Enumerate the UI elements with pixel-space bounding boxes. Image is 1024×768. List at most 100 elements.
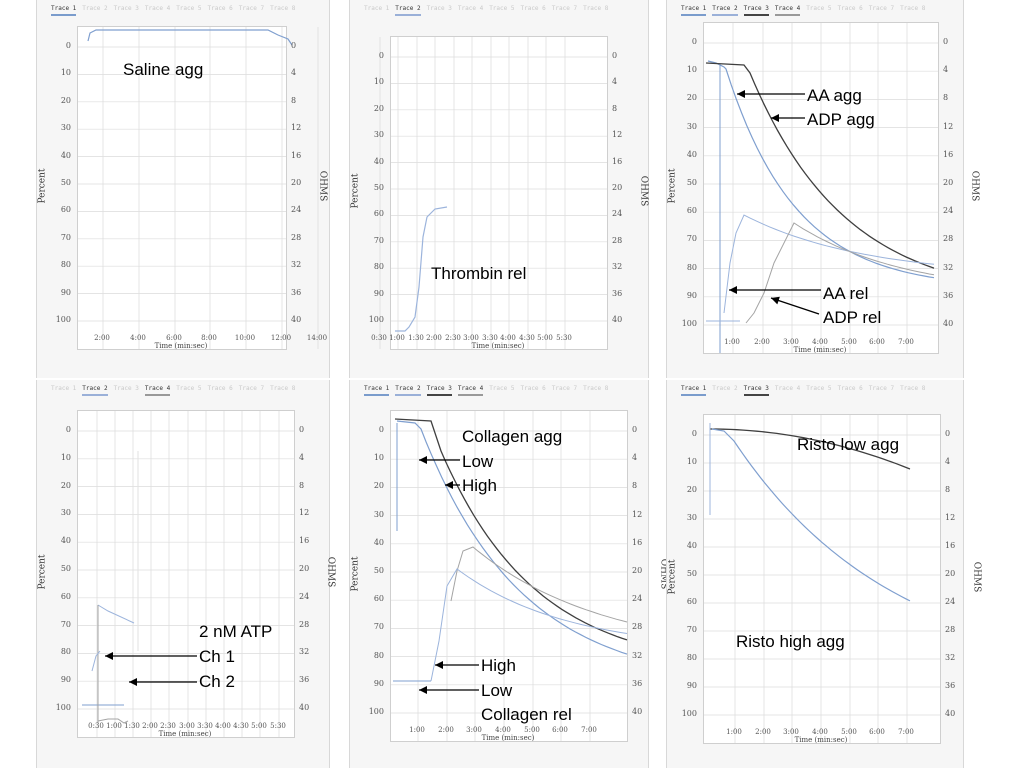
tab-trace-6[interactable]: Trace 6 xyxy=(207,385,233,392)
tab-trace-3[interactable]: Trace 3 xyxy=(113,385,139,392)
tab-trace-6[interactable]: Trace 6 xyxy=(520,385,546,392)
y-tick-label-left: 20 xyxy=(686,93,697,103)
tab-trace-8[interactable]: Trace 8 xyxy=(583,385,609,392)
tab-trace-8[interactable]: Trace 8 xyxy=(900,385,926,392)
x-tick-label: 2:30 xyxy=(160,722,176,730)
tab-trace-2[interactable]: Trace 2 xyxy=(712,385,738,392)
tab-trace-7[interactable]: Trace 7 xyxy=(868,5,895,12)
tab-trace-1[interactable]: Trace 1 xyxy=(681,385,707,396)
annotation-high: High xyxy=(462,476,497,495)
y-tick-label-left: 10 xyxy=(60,452,71,462)
y-tick-label-right: 36 xyxy=(945,681,956,690)
tab-trace-7[interactable]: Trace 7 xyxy=(551,5,578,12)
tab-trace-1[interactable]: Trace 1 xyxy=(364,5,390,12)
tab-trace-5[interactable]: Trace 5 xyxy=(806,385,832,392)
tab-trace-7[interactable]: Trace 7 xyxy=(238,385,265,392)
collagen-rel-low-trace xyxy=(430,568,628,682)
tab-trace-1[interactable]: Trace 1 xyxy=(51,5,77,16)
tab-trace-2[interactable]: Trace 2 xyxy=(395,5,421,16)
tab-trace-8[interactable]: Trace 8 xyxy=(900,5,926,12)
tab-trace-3[interactable]: Trace 3 xyxy=(113,5,139,12)
y-tick-label-left: 90 xyxy=(686,681,697,690)
tab-trace-1[interactable]: Trace 1 xyxy=(364,385,390,396)
x-tick-label: 4:00 xyxy=(812,728,828,736)
tab-trace-2[interactable]: Trace 2 xyxy=(82,5,108,12)
y-tick-label-right: 16 xyxy=(632,537,643,547)
annotation-aa-rel: AA rel xyxy=(823,284,869,303)
x-tick-label: 6:00 xyxy=(869,338,885,346)
tab-trace-3[interactable]: Trace 3 xyxy=(743,5,769,16)
y-tick-label-left: 10 xyxy=(686,65,697,75)
y-tick-label-left: 80 xyxy=(686,653,697,662)
y-tick-label-left: 90 xyxy=(60,287,71,297)
annotation-arrow xyxy=(105,652,197,660)
risto-high-trace xyxy=(711,428,911,602)
y-tick-label-right: 28 xyxy=(943,234,954,244)
trace-plot-svg xyxy=(704,415,940,743)
y-tick-label-left: 10 xyxy=(373,453,384,463)
tab-trace-6[interactable]: Trace 6 xyxy=(837,5,863,12)
tab-trace-8[interactable]: Trace 8 xyxy=(270,5,296,12)
x-tick-label: 3:00 xyxy=(466,726,482,734)
x-tick-label: 5:00 xyxy=(251,722,267,730)
arrow-head-icon xyxy=(129,678,137,686)
tab-trace-2[interactable]: Trace 2 xyxy=(395,385,421,396)
collagen-rel-high-trace xyxy=(450,546,628,623)
x-tick-label: 4:00 xyxy=(812,338,828,346)
plot-area xyxy=(390,410,628,742)
tab-trace-5[interactable]: Trace 5 xyxy=(176,385,202,392)
x-axis-label-time: Time (min:sec) xyxy=(481,734,535,742)
tab-trace-2[interactable]: Trace 2 xyxy=(82,385,108,396)
arrow-head-icon xyxy=(445,481,453,489)
y-tick-label-left: 40 xyxy=(686,149,697,159)
y-tick-label-left: 90 xyxy=(373,288,384,298)
tab-trace-4[interactable]: Trace 4 xyxy=(144,5,171,12)
tab-trace-3[interactable]: Trace 3 xyxy=(426,385,452,396)
y-tick-label-right: 16 xyxy=(945,541,956,550)
y-tick-label-right: 24 xyxy=(612,209,623,219)
tab-active-underline xyxy=(51,14,77,16)
y-tick-label-right: 40 xyxy=(632,707,643,716)
tab-trace-6[interactable]: Trace 6 xyxy=(520,5,546,12)
y-tick-label-left: 60 xyxy=(60,591,71,601)
tab-active-underline xyxy=(743,394,769,396)
tab-trace-8[interactable]: Trace 8 xyxy=(270,385,296,392)
y-tick-label-right: 40 xyxy=(291,315,302,324)
tab-trace-5[interactable]: Trace 5 xyxy=(489,5,515,12)
x-tick-label: 10:00 xyxy=(234,334,256,342)
y-axis-label-ohms: OHMS xyxy=(325,556,336,588)
tab-trace-1[interactable]: Trace 1 xyxy=(51,385,77,392)
tab-trace-2[interactable]: Trace 2 xyxy=(712,5,738,16)
tab-trace-7[interactable]: Trace 7 xyxy=(238,5,265,12)
tab-trace-5[interactable]: Trace 5 xyxy=(176,5,202,12)
panel-ristocetin: Trace 1 Trace 2 Trace 3 Trace 4 Trace 5 Trace… xyxy=(666,380,981,768)
tab-trace-4[interactable]: Trace 4 xyxy=(774,385,801,392)
tab-trace-7[interactable]: Trace 7 xyxy=(551,385,578,392)
y-tick-label-right: 0 xyxy=(945,429,951,438)
x-tick-label: 4:00 xyxy=(495,726,511,734)
tab-trace-6[interactable]: Trace 6 xyxy=(837,385,863,392)
y-tick-label-right: 36 xyxy=(943,290,954,300)
tab-trace-4[interactable]: Trace 4 xyxy=(457,5,484,12)
y-tick-label-left: 40 xyxy=(60,150,71,160)
y-axis-label-percent: Percent xyxy=(37,554,48,590)
tab-trace-4[interactable]: Trace 4 xyxy=(144,385,171,396)
tab-trace-8[interactable]: Trace 8 xyxy=(583,5,609,12)
y-tick-label-right: 20 xyxy=(291,178,302,187)
x-tick-label: 3:00 xyxy=(783,338,799,346)
y-tick-label-left: 100 xyxy=(681,319,697,328)
x-tick-label: 5:00 xyxy=(524,726,540,734)
tab-trace-3[interactable]: Trace 3 xyxy=(426,5,452,12)
tab-trace-3[interactable]: Trace 3 xyxy=(743,385,769,396)
y-tick-label-left: 70 xyxy=(60,232,71,242)
tab-trace-1[interactable]: Trace 1 xyxy=(681,5,707,16)
tab-trace-4[interactable]: Trace 4 xyxy=(774,5,801,16)
tab-trace-5[interactable]: Trace 5 xyxy=(806,5,832,12)
tab-trace-7[interactable]: Trace 7 xyxy=(868,385,895,392)
y-tick-label-left: 100 xyxy=(55,703,71,712)
annotation-risto-high-agg: Risto high agg xyxy=(736,632,845,651)
tab-trace-6[interactable]: Trace 6 xyxy=(207,5,233,12)
tab-trace-4[interactable]: Trace 4 xyxy=(457,385,484,396)
x-tick-label: 1:30 xyxy=(408,334,424,342)
tab-trace-5[interactable]: Trace 5 xyxy=(489,385,515,392)
